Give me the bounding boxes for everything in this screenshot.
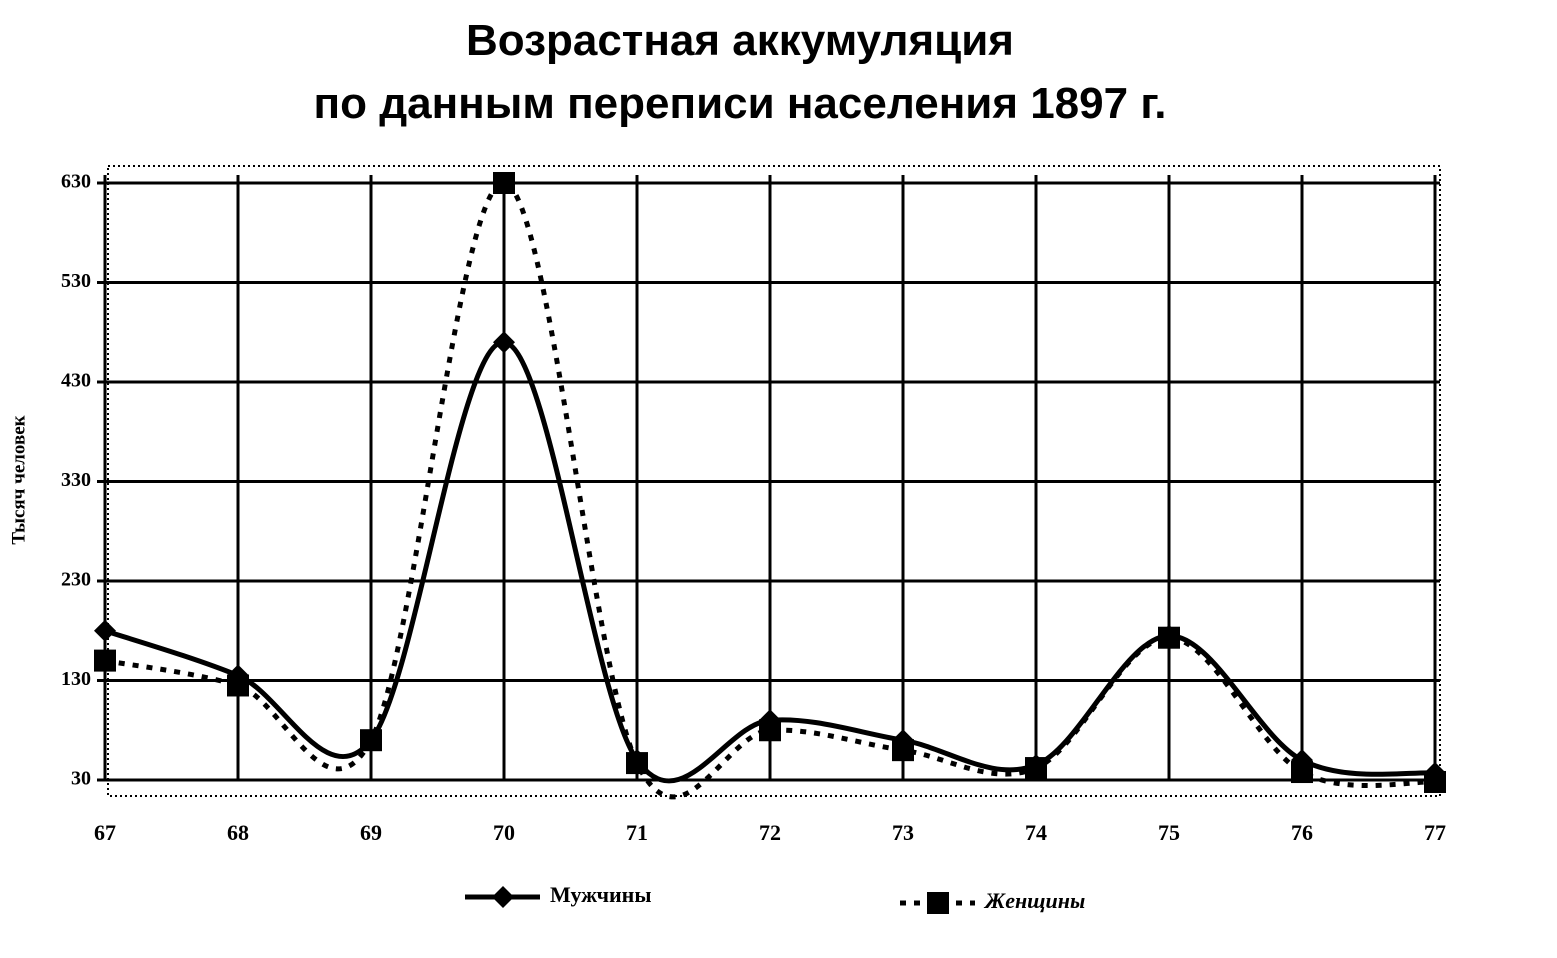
x-tick-label: 72 <box>759 820 781 845</box>
marker-diamond <box>493 331 515 354</box>
y-tick-label: 530 <box>61 270 91 292</box>
marker-square <box>94 649 116 672</box>
y-axis-label: Тысяч человек <box>8 415 29 544</box>
x-tick-label: 67 <box>94 820 116 845</box>
y-tick-label: 630 <box>61 171 91 193</box>
marker-diamond <box>94 619 116 642</box>
y-tick-label: 430 <box>61 370 91 392</box>
y-tick-label: 130 <box>61 668 91 690</box>
marker-diamond <box>492 886 514 908</box>
marker-square <box>227 674 249 697</box>
x-tick-label: 76 <box>1291 820 1313 845</box>
marker-square <box>927 892 949 914</box>
marker-square <box>1424 770 1446 793</box>
x-tick-label: 77 <box>1424 820 1446 845</box>
x-tick-label: 69 <box>360 820 382 845</box>
marker-square <box>626 752 648 775</box>
y-tick-label: 330 <box>61 469 91 491</box>
chart-subtitle: по данным переписи населения 1897 г. <box>314 79 1167 128</box>
marker-square <box>1291 761 1313 784</box>
legend-label: Мужчины <box>550 882 652 907</box>
x-tick-label: 75 <box>1158 820 1180 845</box>
y-tick-label: 230 <box>61 569 91 591</box>
x-tick-label: 73 <box>892 820 914 845</box>
x-tick-label: 70 <box>493 820 515 845</box>
chart-title: Возрастная аккумуляция <box>466 16 1014 65</box>
legend-label: Женщины <box>983 888 1085 913</box>
x-tick-label: 68 <box>227 820 249 845</box>
marker-square <box>360 729 382 752</box>
marker-square <box>759 719 781 742</box>
y-tick-label: 30 <box>71 768 91 790</box>
marker-square <box>1025 757 1047 780</box>
marker-square <box>892 739 914 762</box>
series-line <box>104 180 1436 800</box>
marker-square <box>493 172 515 194</box>
marker-square <box>1158 626 1180 649</box>
x-tick-label: 71 <box>626 820 648 845</box>
x-tick-label: 74 <box>1025 820 1047 845</box>
